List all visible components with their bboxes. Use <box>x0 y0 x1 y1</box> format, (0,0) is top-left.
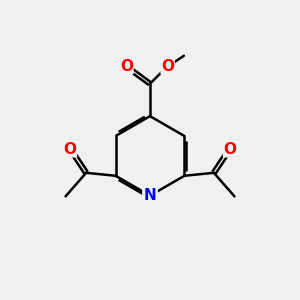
Text: O: O <box>120 58 133 74</box>
Text: N: N <box>144 188 156 203</box>
Text: O: O <box>224 142 237 157</box>
Text: O: O <box>161 58 174 74</box>
Text: O: O <box>63 142 76 157</box>
